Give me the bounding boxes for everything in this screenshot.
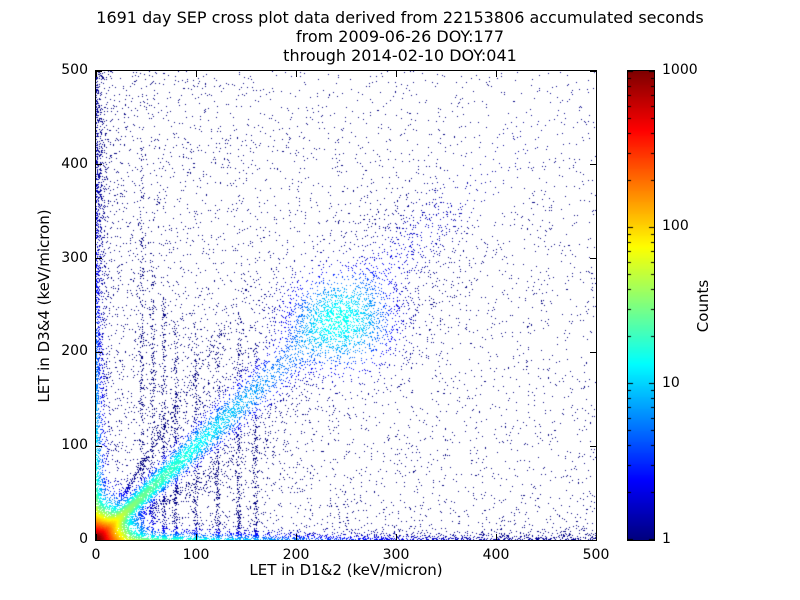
x-tick-top xyxy=(95,71,97,77)
y-tick-label: 400 xyxy=(61,155,88,172)
y-tick xyxy=(96,70,102,72)
x-axis-label: LET in D1&2 (keV/micron) xyxy=(249,561,443,579)
title-line-3: through 2014-02-10 DOY:041 xyxy=(283,46,517,65)
x-tick-label: 100 xyxy=(182,547,210,563)
x-tick-top xyxy=(295,71,297,77)
x-tick-label: 400 xyxy=(482,547,510,563)
y-tick-right xyxy=(590,258,596,260)
x-tick-top xyxy=(595,71,597,77)
scatter-canvas xyxy=(96,71,596,540)
x-tick xyxy=(495,534,497,540)
x-tick-label: 300 xyxy=(382,547,410,563)
y-tick-right xyxy=(590,164,596,166)
colorbar-label: Counts xyxy=(694,279,712,333)
x-tick xyxy=(595,534,597,540)
y-tick xyxy=(96,351,102,353)
y-axis-label: LET in D3&4 (keV/micron) xyxy=(35,209,53,403)
y-tick-right xyxy=(590,539,596,541)
y-tick-right xyxy=(590,351,596,353)
y-tick-label: 500 xyxy=(61,62,88,78)
x-tick xyxy=(395,534,397,540)
colorbar-tick-label: 10 xyxy=(662,374,680,391)
x-tick xyxy=(195,534,197,540)
x-tick xyxy=(95,534,97,540)
x-tick-top xyxy=(195,71,197,77)
y-tick xyxy=(96,445,102,447)
colorbar-tick-label: 1 xyxy=(662,531,671,547)
x-tick-label: 0 xyxy=(91,547,101,563)
title-line-2: from 2009-06-26 DOY:177 xyxy=(295,27,504,46)
y-tick xyxy=(96,539,102,541)
plot-area xyxy=(95,70,597,541)
y-tick-label: 300 xyxy=(61,249,88,266)
x-tick-label: 500 xyxy=(582,547,610,563)
colorbar-gradient xyxy=(628,71,654,540)
y-tick-label: 200 xyxy=(61,343,88,360)
chart-title: 1691 day SEP cross plot data derived fro… xyxy=(0,8,800,65)
y-tick-right xyxy=(590,70,596,72)
y-tick-label: 0 xyxy=(79,531,88,547)
y-tick-right xyxy=(590,445,596,447)
title-line-1: 1691 day SEP cross plot data derived fro… xyxy=(96,8,704,27)
y-tick xyxy=(96,258,102,260)
x-tick-top xyxy=(395,71,397,77)
x-tick-top xyxy=(495,71,497,77)
colorbar xyxy=(627,70,655,541)
colorbar-tick-label: 1000 xyxy=(662,62,698,78)
colorbar-tick-label: 100 xyxy=(662,218,689,235)
y-tick-label: 100 xyxy=(61,437,88,454)
x-tick xyxy=(295,534,297,540)
y-tick xyxy=(96,164,102,166)
x-tick-label: 200 xyxy=(282,547,310,563)
